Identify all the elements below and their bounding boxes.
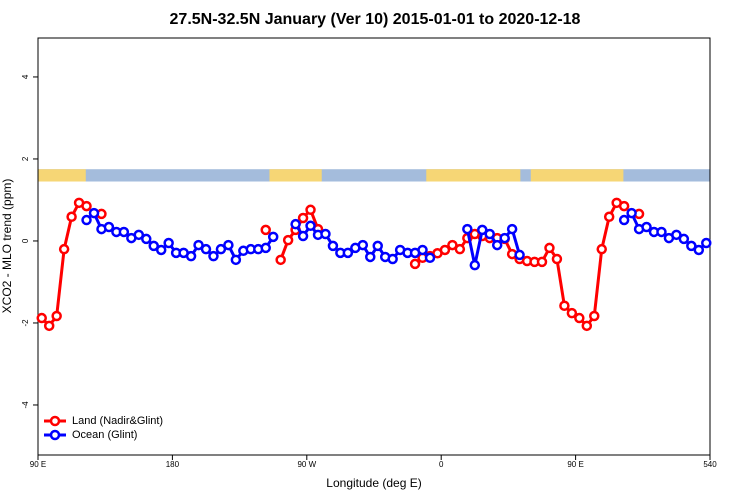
legend-label: Ocean (Glint) (72, 429, 137, 441)
data-point (589, 310, 600, 322)
data-point (559, 300, 570, 311)
data-point (484, 228, 495, 240)
chart-title: 27.5N-32.5N January (Ver 10) 2015-01-01 … (170, 11, 581, 28)
data-point (275, 254, 286, 266)
data-point (671, 229, 682, 241)
data-point (327, 240, 339, 252)
data-point (387, 253, 398, 265)
data-point (193, 239, 204, 251)
y-tick-label: -4 (21, 401, 30, 409)
data-point (469, 259, 481, 271)
data-point (365, 251, 376, 263)
legend-marker (49, 429, 61, 441)
data-point (200, 243, 212, 255)
data-point (305, 204, 316, 216)
data-point (424, 252, 436, 264)
data-point (439, 244, 451, 256)
data-point (447, 239, 458, 251)
data-point (88, 207, 100, 219)
legend-marker (49, 415, 61, 427)
data-point (260, 242, 271, 254)
data-point (574, 312, 585, 324)
data-point (297, 212, 309, 224)
land-band (426, 169, 521, 182)
data-point (499, 232, 510, 244)
x-tick-label: 180 (166, 460, 180, 469)
data-point (686, 240, 697, 252)
data-point (566, 307, 578, 319)
data-point (208, 250, 219, 262)
data-point (267, 231, 279, 243)
data-point (357, 239, 369, 251)
data-point (118, 226, 130, 238)
data-point (103, 221, 115, 233)
land-band (38, 169, 86, 182)
data-point (163, 237, 174, 249)
data-point (230, 254, 242, 266)
y-axis-title: XCO2 - MLO trend (ppm) (0, 179, 14, 314)
data-point (536, 256, 548, 268)
series-line (42, 203, 639, 326)
data-point (320, 228, 331, 240)
x-tick-label: 540 (703, 460, 717, 469)
data-point (148, 240, 159, 252)
data-point (454, 243, 466, 255)
data-point (506, 223, 518, 235)
data-point (215, 243, 227, 255)
y-tick-label: 2 (21, 156, 30, 161)
data-point (618, 214, 630, 226)
x-axis-title: Longitude (deg E) (326, 476, 421, 490)
data-point (544, 242, 555, 254)
data-point (155, 244, 167, 256)
data-point (618, 200, 630, 212)
y-tick-label: 0 (21, 238, 30, 243)
legend-label: Land (Nadir&Glint) (72, 415, 163, 427)
data-point (36, 312, 47, 324)
data-point (693, 244, 705, 256)
data-point (603, 211, 615, 223)
y-tick-label: -2 (21, 319, 30, 327)
data-point (678, 233, 690, 245)
data-point (477, 224, 488, 236)
x-tick-label: 0 (439, 460, 444, 469)
data-point (66, 211, 77, 223)
data-point (43, 320, 55, 332)
data-point (58, 243, 70, 255)
data-point (514, 249, 525, 261)
data-point (342, 247, 354, 259)
data-point (141, 233, 152, 245)
data-point (701, 237, 712, 249)
land-band (530, 169, 624, 182)
data-point (409, 258, 421, 270)
data-point (223, 239, 234, 251)
data-point (596, 243, 607, 255)
data-point (81, 200, 92, 212)
data-point (185, 250, 197, 262)
data-point (641, 221, 652, 233)
data-point (656, 226, 667, 238)
land-band (269, 169, 322, 182)
data-point (297, 230, 309, 242)
data-point (551, 253, 563, 265)
data-point (305, 220, 316, 232)
data-point (282, 234, 294, 246)
data-point (491, 239, 503, 251)
data-point (626, 207, 637, 219)
data-point (133, 229, 145, 241)
x-tick-label: 90 E (567, 460, 583, 469)
data-point (81, 214, 92, 226)
data-point (462, 223, 473, 235)
x-tick-label: 90 W (297, 460, 316, 469)
data-point (260, 224, 271, 236)
x-tick-label: 90 E (30, 460, 46, 469)
data-point (372, 240, 383, 252)
y-tick-label: 4 (21, 74, 30, 79)
data-point (417, 244, 428, 256)
data-point (51, 310, 62, 322)
data-point (290, 218, 301, 230)
data-point (581, 320, 593, 332)
